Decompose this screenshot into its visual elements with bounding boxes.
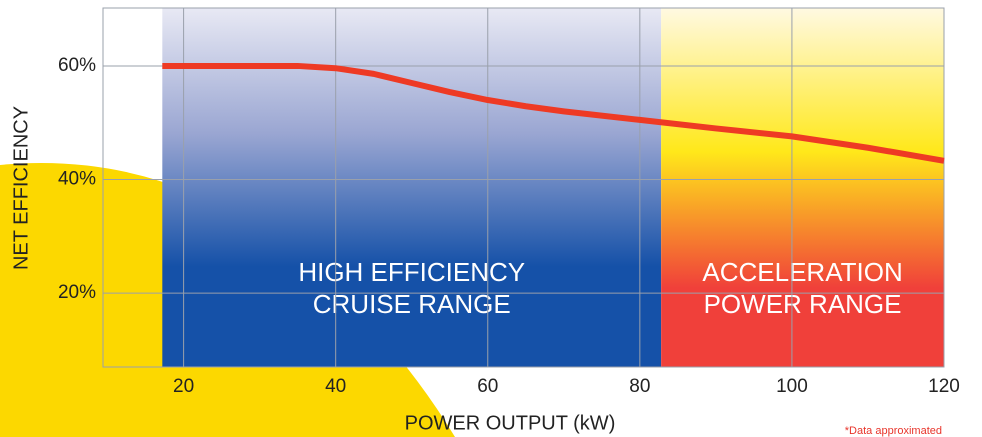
- x-tick-label: 120: [928, 376, 960, 397]
- region-label: HIGH EFFICIENCY: [298, 257, 525, 287]
- x-tick-label: 80: [629, 376, 650, 397]
- note: *Data approximated: [845, 425, 942, 437]
- x-tick-label: 20: [173, 376, 194, 397]
- y-tick-label: 40%: [58, 169, 96, 190]
- y-tick-label: 60%: [58, 55, 96, 76]
- x-tick-label: 40: [325, 376, 346, 397]
- y-axis-label: NET EFFICIENCY: [10, 106, 32, 270]
- chart: HIGH EFFICIENCYCRUISE RANGEACCELERATIONP…: [0, 0, 982, 437]
- region-label: ACCELERATION: [702, 257, 902, 287]
- y-tick-label: 20%: [58, 282, 96, 303]
- x-tick-label: 100: [776, 376, 808, 397]
- x-axis-label: POWER OUTPUT (kW): [405, 412, 616, 434]
- x-tick-label: 60: [477, 376, 498, 397]
